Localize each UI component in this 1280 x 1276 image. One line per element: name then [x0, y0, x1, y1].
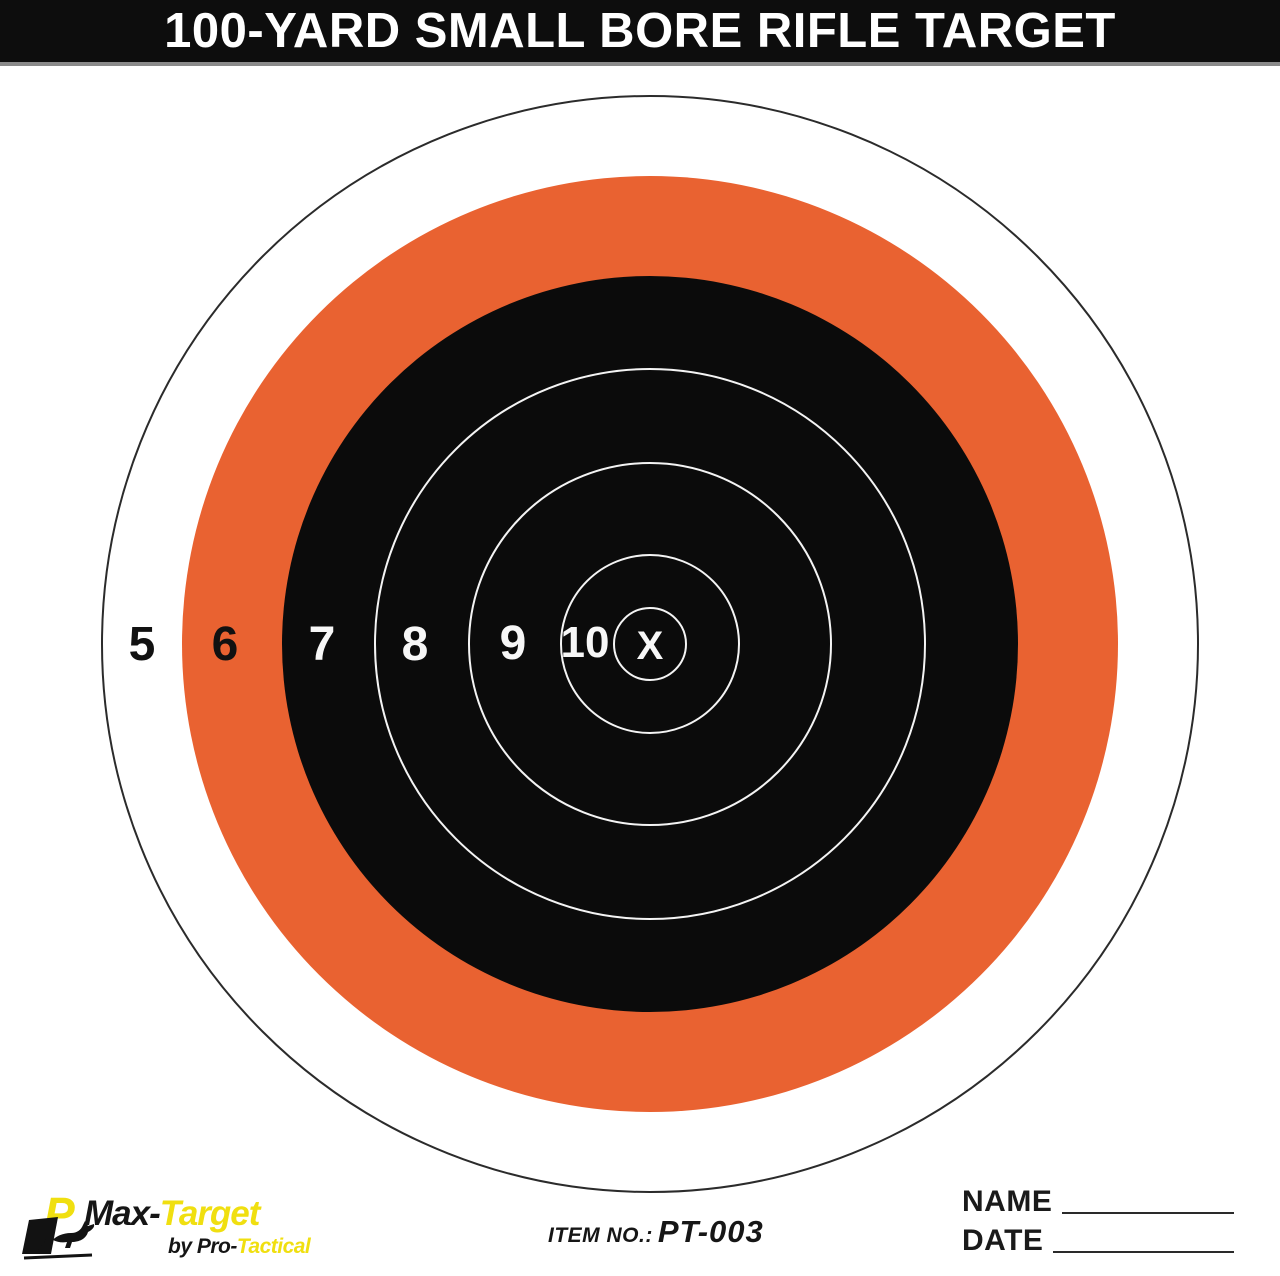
ring-label-6: 6	[211, 618, 239, 671]
fill-in-block: NAME DATE	[962, 1184, 1234, 1262]
item-number: ITEM NO.: PT-003	[548, 1214, 764, 1250]
page-title: 100-YARD SMALL BORE RIFLE TARGET	[164, 4, 1116, 58]
title-bar: 100-YARD SMALL BORE RIFLE TARGET	[0, 0, 1280, 66]
brand-name-prefix: Max-	[84, 1194, 161, 1233]
name-row: NAME	[962, 1184, 1234, 1217]
kangaroo-logo-icon: P	[22, 1190, 95, 1260]
ring-10-circle	[560, 554, 740, 734]
date-label: DATE	[962, 1224, 1044, 1257]
item-number-value: PT-003	[657, 1214, 764, 1249]
brand-name: Max-Target	[84, 1194, 261, 1233]
ring-label-5: 5	[128, 618, 156, 671]
date-blank-line	[1053, 1250, 1234, 1253]
date-row: DATE	[962, 1223, 1234, 1256]
name-blank-line	[1062, 1211, 1234, 1214]
ring-label-9: 9	[499, 617, 527, 670]
brand-byline-suffix: Tactical	[236, 1235, 311, 1258]
name-label: NAME	[962, 1185, 1053, 1218]
brand-name-suffix: Target	[159, 1194, 261, 1233]
ring-label-8: 8	[401, 618, 429, 671]
ring-label-7: 7	[308, 618, 336, 671]
item-number-label: ITEM NO.:	[548, 1224, 653, 1247]
brand-byline-prefix: by Pro-	[168, 1235, 237, 1258]
ring-label-10: 10	[560, 618, 610, 667]
ring-8-circle	[374, 368, 926, 920]
x-ring-circle	[613, 607, 687, 681]
ring-9-circle	[468, 462, 832, 826]
brand-byline: by Pro-Tactical	[168, 1235, 311, 1258]
brand-logo: P Max-Target by Pro-Tactical	[20, 1190, 330, 1274]
ring-label-x: X	[636, 624, 664, 668]
